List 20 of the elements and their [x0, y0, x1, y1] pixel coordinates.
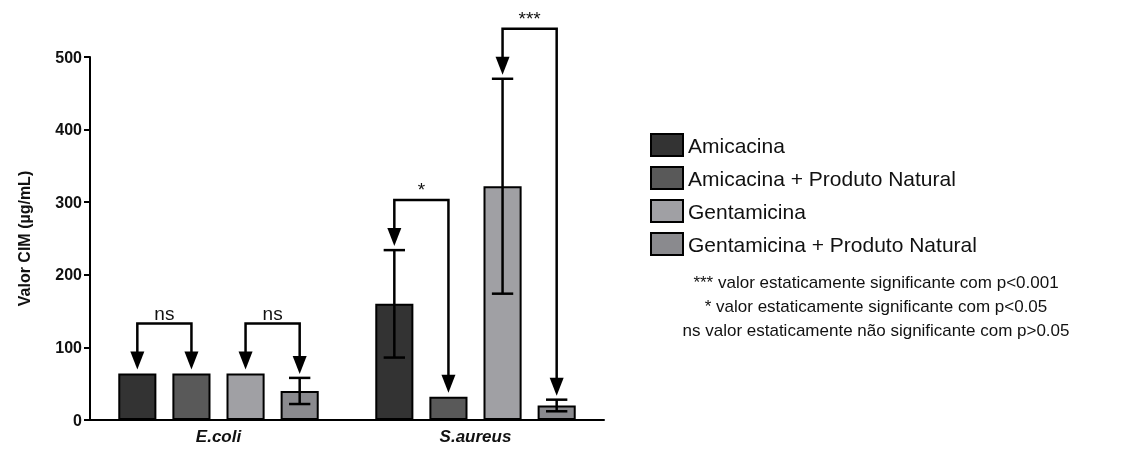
text: *** valor estaticamente significante com p<0.001 [693, 273, 1059, 292]
y-tick-label: 0 [73, 411, 83, 429]
legend-label: Gentamicina [688, 199, 807, 223]
legend-label: Gentamicina + Produto Natural [688, 232, 977, 256]
text: ns valor estaticamente não significante com p>0.05 [682, 321, 1070, 340]
annotation: ns [154, 302, 175, 324]
legend-label: Amicacina + Produto Natural [688, 166, 956, 190]
annotation: ns [262, 302, 283, 324]
y-tick-label: 200 [55, 266, 83, 284]
y-tick-label: 400 [55, 121, 83, 139]
x-tick-label: S.aureus [439, 427, 512, 446]
y-tick-label: 300 [55, 193, 83, 211]
y-tick-label: 500 [55, 48, 83, 66]
y-axis-title: Valor CIM (µg/mL) [15, 170, 33, 307]
x-tick-label: E.coli [195, 427, 243, 446]
text: * valor estaticamente significante com p<0.05 [704, 297, 1048, 316]
legend-label: Amicacina [688, 133, 786, 157]
annotation: * [417, 179, 426, 201]
text: *** [518, 7, 542, 29]
y-tick-label: 100 [55, 338, 83, 356]
